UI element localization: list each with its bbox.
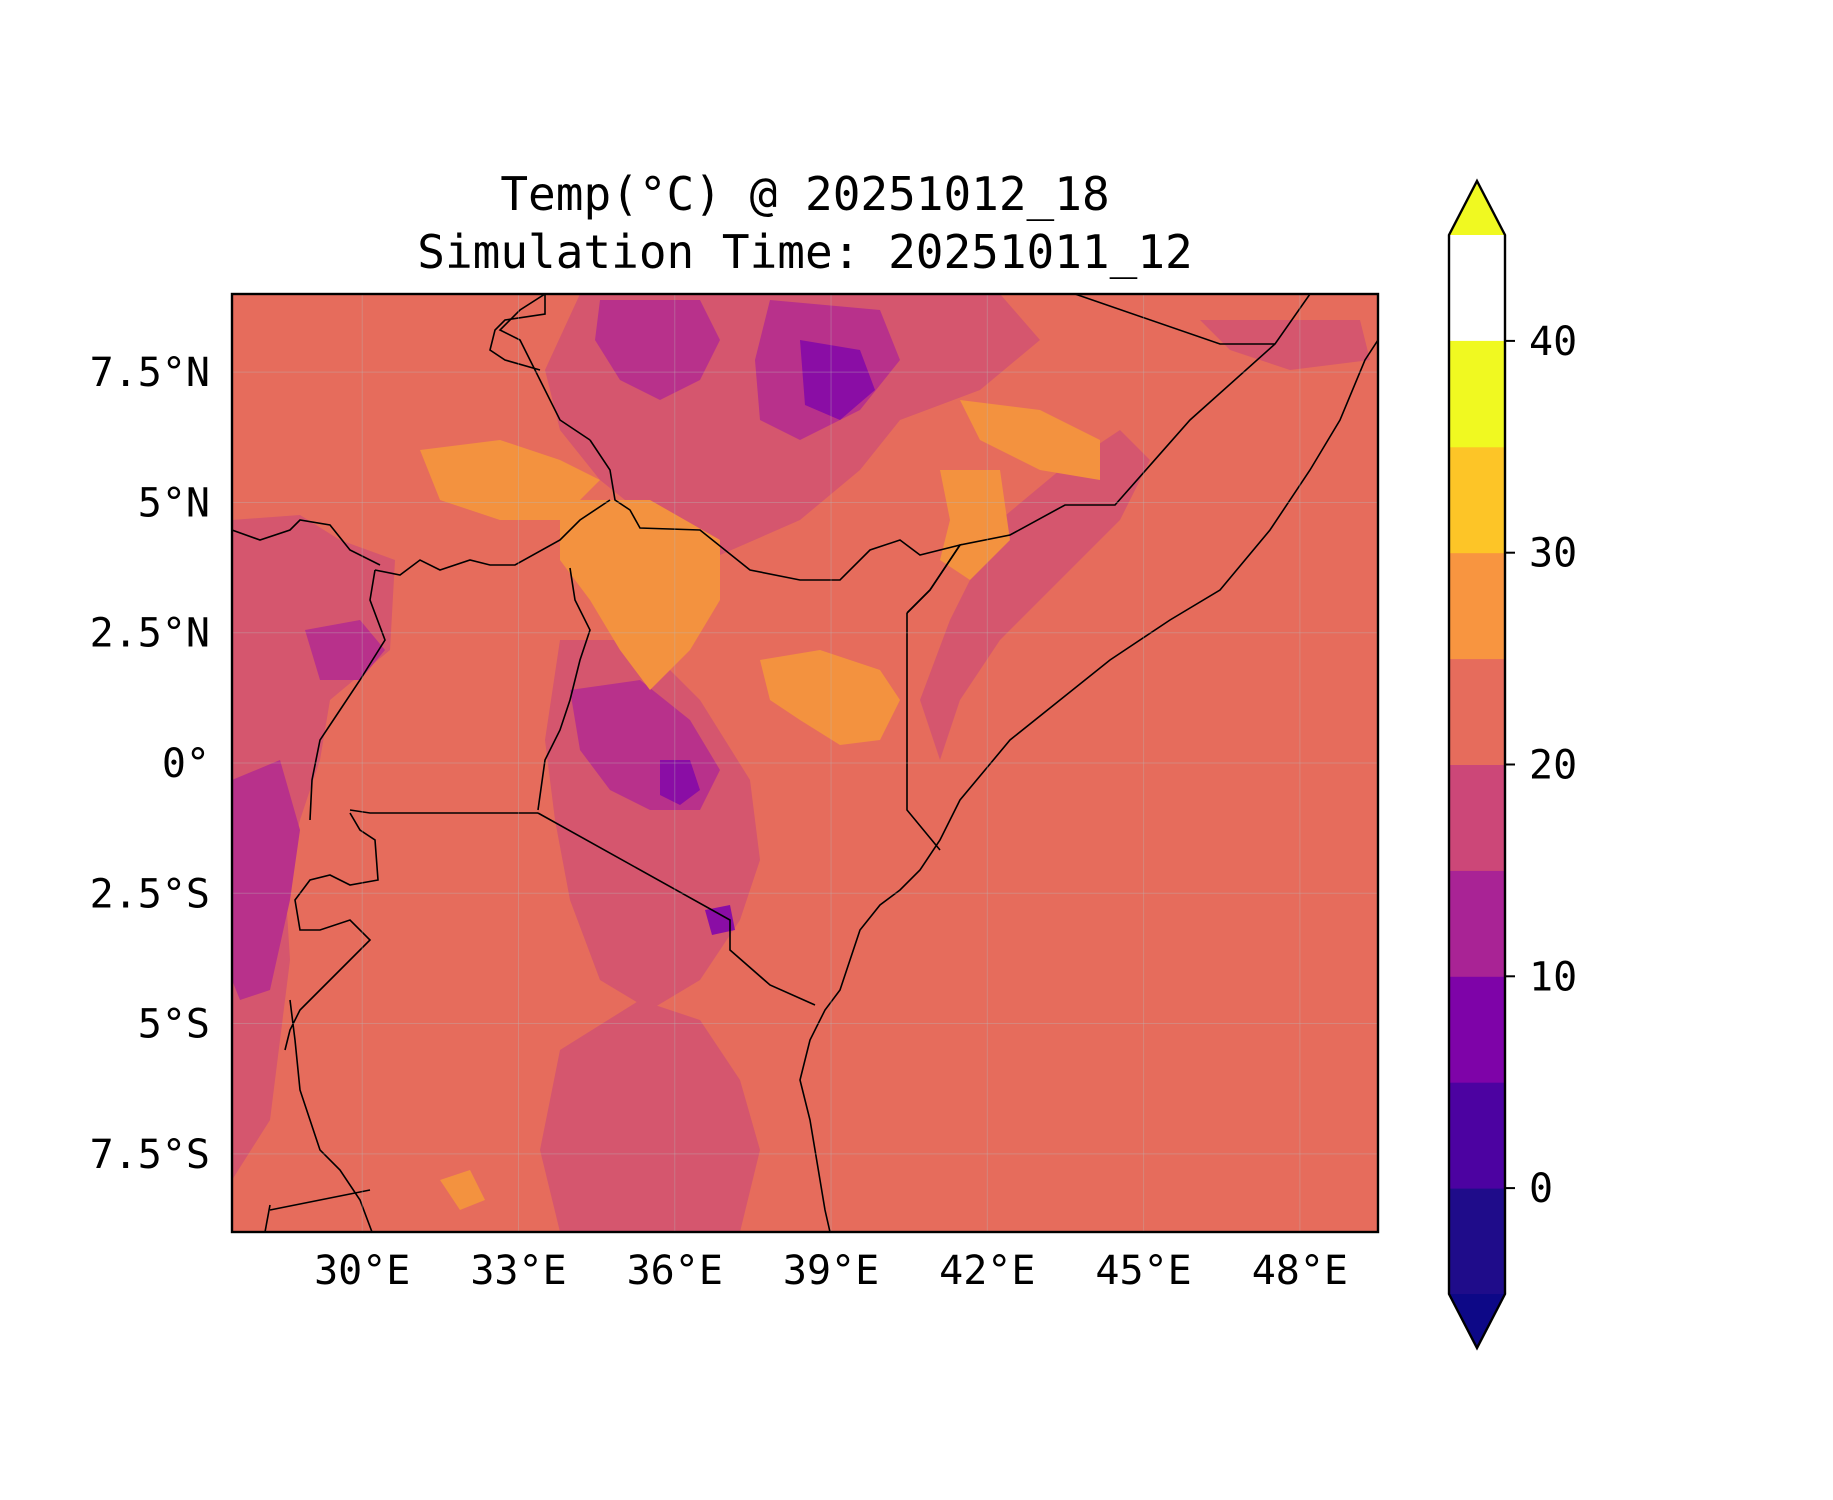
colorbar-segment [1449, 658, 1505, 765]
colorbar-extend-max [1449, 181, 1505, 235]
y-tick-label: 0° [162, 741, 210, 787]
colorbar-segment [1449, 870, 1505, 977]
colorbar-extend-min [1449, 1294, 1505, 1348]
colorbar-segment [1449, 1188, 1505, 1295]
temp-band-15-20-rwenzori [305, 620, 385, 680]
x-tick-label: 33°E [470, 1248, 566, 1294]
x-tick-label: 30°E [314, 1248, 410, 1294]
colorbar-segment [1449, 764, 1505, 871]
temp-band-15-20-congo-west [232, 760, 300, 1000]
temp-band-20-25-coastal-strip [920, 430, 1150, 760]
kenya-tanzania-border [537, 812, 816, 1006]
x-tick-label: 36°E [627, 1248, 723, 1294]
colorbar-segment [1449, 976, 1505, 1083]
sudan-border-west [489, 294, 546, 371]
temp-band-10-15-kenya-peak [660, 760, 700, 805]
temp-band-20-25-northeast [1200, 320, 1370, 370]
temp-band-30-35-turkana [560, 500, 720, 690]
kenya-ethiopia-border [589, 439, 962, 614]
country-borders [232, 294, 1378, 1232]
colorbar-segment [1449, 1082, 1505, 1189]
x-axis-ticks: 30°E 33°E 36°E 39°E 42°E 45°E 48°E [314, 1248, 1348, 1294]
colorbar-tick-label: 30 [1529, 531, 1577, 577]
colorbar-segment [1449, 340, 1505, 448]
map-title-line-1: Temp(°C) @ 20251012_18 [500, 167, 1109, 221]
map-frame [230, 292, 1380, 1234]
temp-band-10-15-ethiopia-peaks [800, 340, 875, 420]
y-tick-label: 5°N [138, 480, 210, 526]
y-tick-label: 5°S [138, 1002, 210, 1048]
temp-band-30-35-ethiopia-east [940, 470, 1010, 580]
temp-band-15-20-highlands [595, 300, 720, 400]
colorbar-outline [1447, 178, 1507, 1351]
temp-band-10-15-kilimanjaro [705, 905, 735, 935]
x-tick-label: 45°E [1095, 1248, 1191, 1294]
map-title-line-2: Simulation Time: 20251011_12 [417, 225, 1192, 279]
drc-tanzania-lake-border [289, 999, 373, 1232]
temp-band-20-25-south [540, 1000, 760, 1232]
rwanda-burundi-borders [284, 812, 379, 1051]
colorbar-segment [1449, 552, 1505, 660]
ethiopia-north-border [1074, 294, 1275, 345]
temp-band-20-25-west [232, 515, 395, 1180]
y-axis-ticks: 7.5°N 5°N 2.5°N 0° 2.5°S 5°S 7.5°S [90, 350, 210, 1178]
kenya-somalia-border [906, 613, 941, 851]
colorbar-tick-label: 0 [1529, 1166, 1553, 1212]
gridlines [232, 294, 1378, 1232]
colorbar-tick-label: 40 [1529, 319, 1577, 365]
drc-car-border [232, 519, 381, 566]
y-tick-label: 2.5°N [90, 611, 210, 657]
colorbar-tick-label: 20 [1529, 743, 1577, 789]
zambia-border [269, 1189, 371, 1211]
southern-edge-border [264, 1204, 271, 1232]
map-panel [230, 292, 1380, 1234]
uganda-south-sudan-border [374, 499, 611, 576]
y-tick-label: 2.5°S [90, 871, 210, 917]
temperature-field [232, 294, 1370, 1232]
x-tick-label: 39°E [783, 1248, 879, 1294]
temp-band-30-35-ogaden [960, 400, 1100, 480]
south-sudan-border [498, 294, 591, 441]
y-tick-label: 7.5°N [90, 350, 210, 396]
temp-band-30-35-south-sudan [420, 440, 600, 520]
colorbar-tick-label: 10 [1529, 954, 1577, 1000]
x-tick-label: 48°E [1252, 1248, 1348, 1294]
temp-band-30-35-north-kenya [760, 650, 900, 745]
y-tick-label: 7.5°S [90, 1132, 210, 1178]
x-tick-label: 42°E [939, 1248, 1035, 1294]
uganda-kenya-border [537, 567, 591, 811]
uganda-drc-border [309, 569, 386, 821]
temp-band-30-35-lake-tanganyika [440, 1170, 485, 1210]
colorbar: 0 10 20 30 40 [1447, 178, 1577, 1351]
lake-victoria-south-border [349, 809, 538, 814]
coastline-east-africa [799, 339, 1378, 1232]
colorbar-segment [1449, 446, 1505, 554]
